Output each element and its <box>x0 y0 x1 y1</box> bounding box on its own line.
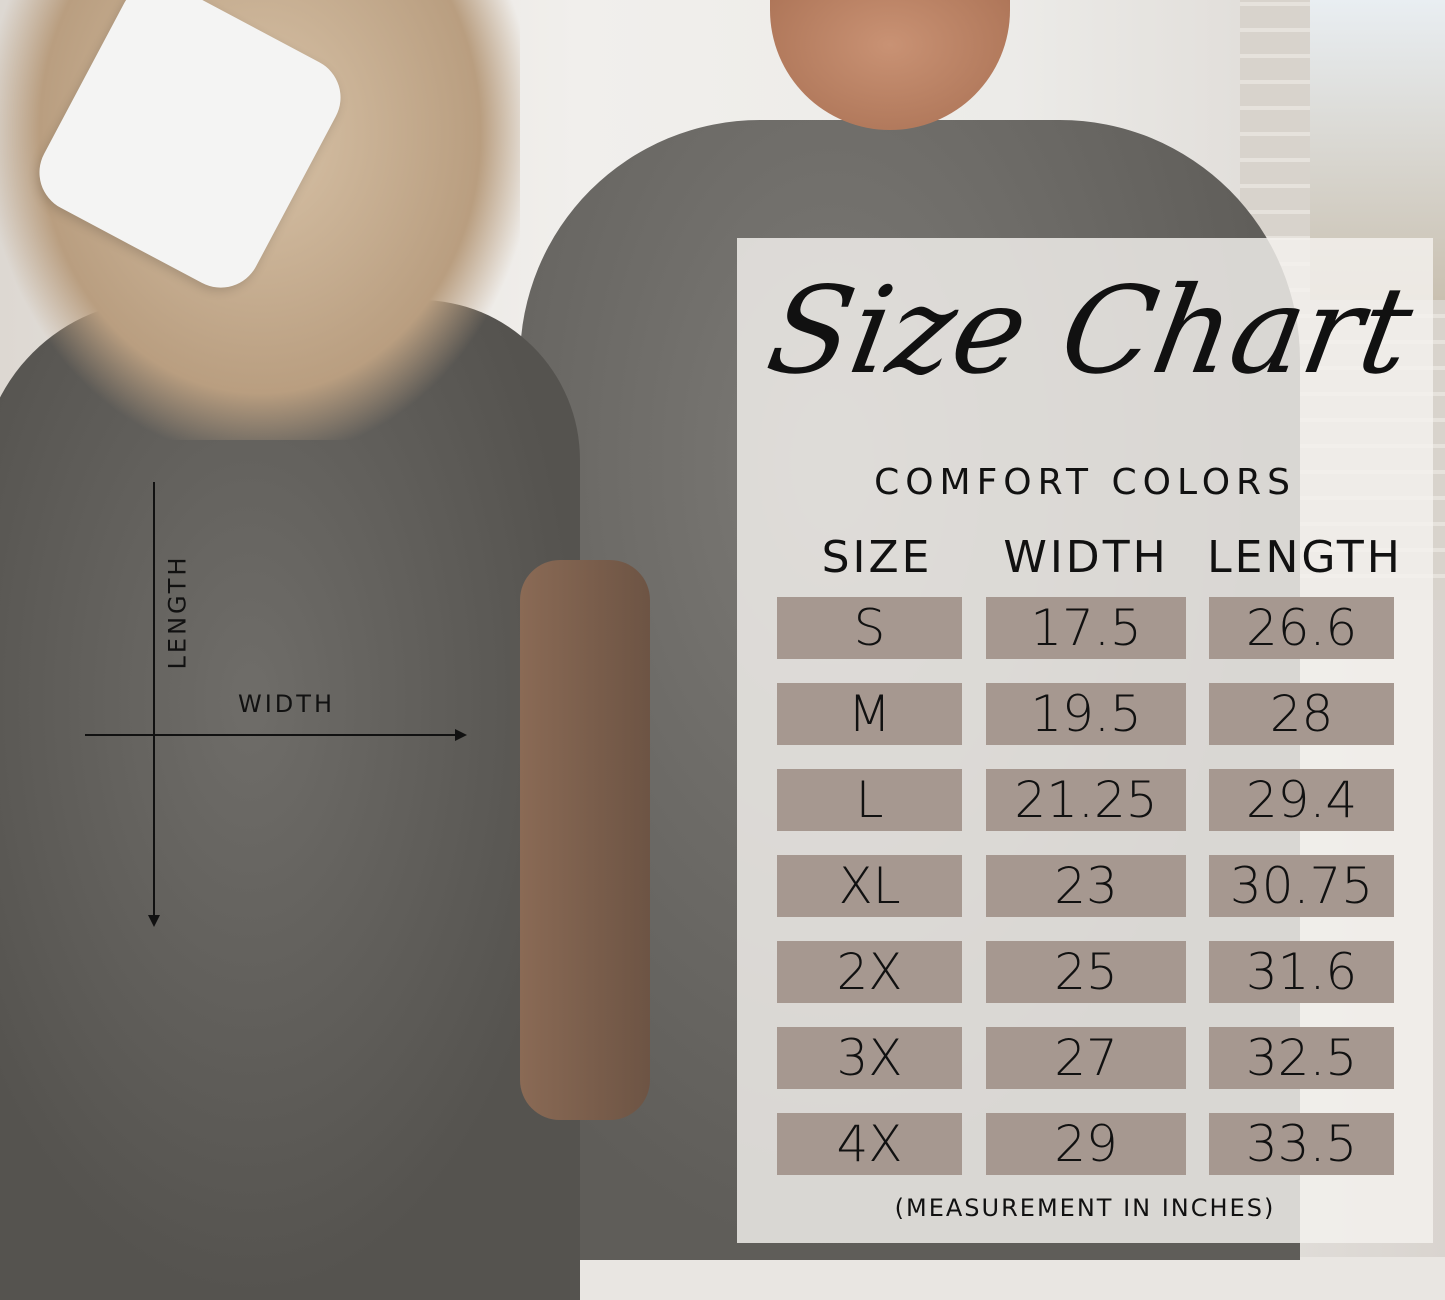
length-arrowhead <box>148 915 160 927</box>
length-cell: 30.75 <box>1209 855 1394 917</box>
width-cell: 29 <box>986 1113 1186 1175</box>
chart-title: Size Chart <box>758 262 1422 401</box>
header-size: SIZE <box>821 532 933 583</box>
width-cell: 17.5 <box>986 597 1186 659</box>
woman-tshirt <box>0 300 580 1300</box>
width-cell: 23 <box>986 855 1186 917</box>
size-cell: S <box>777 597 962 659</box>
width-cell: 27 <box>986 1027 1186 1089</box>
header-width: WIDTH <box>1003 532 1169 583</box>
width-cell: 19.5 <box>986 683 1186 745</box>
length-cell: 28 <box>1209 683 1394 745</box>
size-cell: 4X <box>777 1113 962 1175</box>
length-label: LENGTH <box>163 554 192 670</box>
header-length: LENGTH <box>1207 532 1403 583</box>
length-cell: 29.4 <box>1209 769 1394 831</box>
size-cell: 3X <box>777 1027 962 1089</box>
size-cell: XL <box>777 855 962 917</box>
size-cell: M <box>777 683 962 745</box>
length-cell: 31.6 <box>1209 941 1394 1003</box>
width-arrowhead <box>455 729 467 741</box>
footnote: (MEASUREMENT IN INCHES) <box>894 1194 1276 1222</box>
width-cell: 21.25 <box>986 769 1186 831</box>
brand-name: COMFORT COLORS <box>874 462 1296 503</box>
tattooed-arm <box>520 560 650 1120</box>
length-cell: 32.5 <box>1209 1027 1394 1089</box>
size-cell: L <box>777 769 962 831</box>
width-arrow <box>85 734 460 736</box>
width-cell: 25 <box>986 941 1186 1003</box>
length-cell: 33.5 <box>1209 1113 1394 1175</box>
length-cell: 26.6 <box>1209 597 1394 659</box>
width-label: WIDTH <box>238 690 335 718</box>
length-arrow <box>153 482 155 922</box>
size-cell: 2X <box>777 941 962 1003</box>
